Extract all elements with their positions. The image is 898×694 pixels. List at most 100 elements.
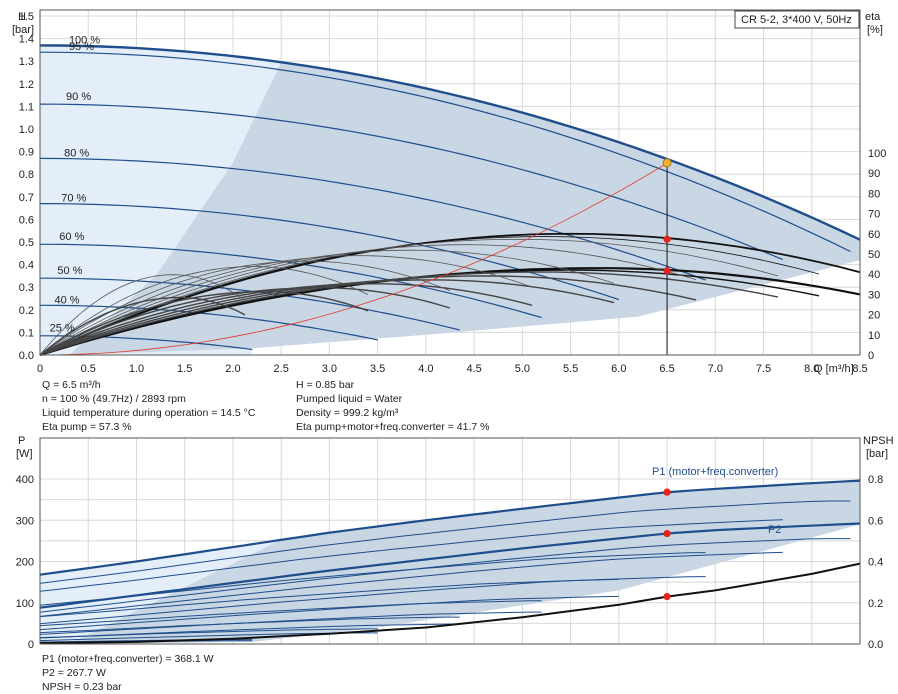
- speed-label: 95 %: [69, 41, 94, 53]
- npsh-readout: NPSH = 0.23 bar: [42, 681, 122, 693]
- top-y-tick-label: 0.1: [19, 327, 34, 339]
- bottom-y2-tick-label: 0.4: [868, 557, 883, 569]
- top-x-tick-label: 5.5: [563, 363, 578, 375]
- bottom-y2-tick-label: 0.8: [868, 474, 883, 486]
- duty-point-head: [662, 158, 672, 168]
- top-y2-tick-label: 0: [868, 350, 874, 362]
- speed-label: 90 %: [66, 91, 91, 103]
- eta-pump-curve: [39, 244, 697, 356]
- top-y2-tick-label: 20: [868, 310, 880, 322]
- top-y2-tick-label: 10: [868, 330, 880, 342]
- top-y-tick-label: 0.5: [19, 237, 34, 249]
- speed-label: 80 %: [64, 147, 89, 159]
- p1-curve: [39, 600, 542, 627]
- duty-point-eta-total: [663, 267, 671, 275]
- pump-title-box: CR 5-2, 3*400 V, 50Hz: [734, 10, 860, 29]
- speed-readout: n = 100 % (49.7Hz) / 2893 rpm: [42, 393, 186, 405]
- top-y2-tick-label: 30: [868, 289, 880, 301]
- top-x-tick-label: 0.5: [81, 363, 96, 375]
- density-readout: Density = 999.2 kg/m³: [296, 407, 399, 419]
- head-curve: [39, 44, 861, 241]
- duty-point-eta-pump: [663, 235, 671, 243]
- eta-pump-curve: [39, 249, 615, 356]
- eta-pump-readout: Eta pump = 57.3 %: [42, 421, 132, 433]
- eta-total-curve: [39, 290, 369, 356]
- speed-label: 50 %: [57, 265, 82, 277]
- duty-point-p2: [663, 529, 671, 538]
- bottom-y-tick-label: 100: [16, 598, 34, 610]
- liquid-readout: Pumped liquid = Water: [296, 393, 403, 405]
- power-info: P1 (motor+freq.converter) = 368.1 W P2 =…: [42, 652, 214, 694]
- top-x-tick-label: 1.0: [129, 363, 144, 375]
- bottom-y-tick-label: 300: [16, 515, 34, 527]
- top-x-tick-label: 7.0: [708, 363, 723, 375]
- head-curve: [40, 304, 378, 341]
- p1-curve: [39, 578, 619, 618]
- bottom-y-unit-line1: P: [18, 435, 25, 447]
- top-x-tick-label: 6.5: [659, 363, 674, 375]
- top-y-tick-label: 0.7: [19, 192, 34, 204]
- bottom-y2-unit-line2: [bar]: [866, 448, 888, 460]
- system-curve: [39, 162, 668, 356]
- top-y2-tick-label: 40: [868, 269, 880, 281]
- head-curve: [40, 243, 542, 319]
- p2-curve: [39, 595, 619, 631]
- top-x-tick-label: 7.5: [756, 363, 771, 375]
- top-y2-unit-line1: eta: [865, 11, 881, 23]
- top-x-tick-label: 3.0: [322, 363, 337, 375]
- eta-pump-curve: [39, 236, 820, 356]
- top-x-tick-label: 2.5: [274, 363, 289, 375]
- bottom-y2-tick-label: 0.2: [868, 598, 883, 610]
- bottom-y2-unit-line1: NPSH: [863, 435, 894, 447]
- top-y-tick-label: 0.4: [19, 260, 34, 272]
- p1-curve: [39, 552, 706, 606]
- top-y2-tick-label: 90: [868, 168, 880, 180]
- p1-curve: [39, 519, 783, 592]
- eta-pump-curve: [39, 274, 246, 356]
- speed-label: 40 %: [54, 294, 79, 306]
- top-y-tick-label: 0.0: [19, 350, 34, 362]
- top-y2-tick-label: 80: [868, 188, 880, 200]
- top-y-tick-label: 1.5: [19, 11, 34, 23]
- top-y-tick-label: 0.8: [19, 169, 34, 181]
- top-y-tick-label: 1.3: [19, 56, 34, 68]
- bottom-y-tick-label: 0: [28, 639, 34, 651]
- p2-curve: [39, 522, 861, 609]
- temperature-readout: Liquid temperature during operation = 14…: [42, 407, 256, 419]
- top-x-axis-label: Q [m³/h]: [814, 363, 854, 375]
- top-plot-frame: [39, 9, 861, 356]
- top-x-tick-label: 2.0: [225, 363, 240, 375]
- top-x-tick-label: 8.5: [852, 363, 867, 375]
- eta-total-curve: [39, 296, 246, 356]
- top-y-unit-line2: [bar]: [12, 24, 34, 36]
- top-y-tick-label: 0.6: [19, 214, 34, 226]
- eta-pump-curve: [39, 266, 369, 356]
- duty-point-npsh: [663, 592, 671, 601]
- top-y-tick-label: 0.3: [19, 282, 34, 294]
- pump-title: CR 5-2, 3*400 V, 50Hz: [741, 14, 852, 26]
- top-y2-tick-label: 60: [868, 229, 880, 241]
- p1-readout: P1 (motor+freq.converter) = 368.1 W: [42, 653, 214, 665]
- top-y2-unit-line2: [%]: [867, 24, 883, 36]
- p1-series-label: P1 (motor+freq.converter): [652, 466, 778, 478]
- top-y-tick-label: 0.2: [19, 305, 34, 317]
- top-y-tick-label: 1.4: [19, 34, 34, 46]
- top-x-tick-label: 3.5: [370, 363, 385, 375]
- duty-info-left: Q = 6.5 m³/h n = 100 % (49.7Hz) / 2893 r…: [42, 378, 255, 434]
- bottom-y-tick-label: 200: [16, 557, 34, 569]
- top-y2-tick-label: 70: [868, 209, 880, 221]
- speed-label: 60 %: [59, 231, 84, 243]
- speed-label: 100 %: [69, 34, 100, 46]
- p1-curve: [39, 479, 861, 576]
- p1-curve: [39, 500, 851, 584]
- top-y-tick-label: 1.1: [19, 101, 34, 113]
- npsh-curve: [39, 562, 861, 644]
- p1-curve: [39, 616, 460, 634]
- duty-point-p1: [663, 488, 671, 496]
- p2-curve: [39, 551, 783, 617]
- head-curve: [40, 277, 460, 331]
- bottom-y2-tick-label: 0.0: [868, 639, 883, 651]
- operating-range: [68, 62, 860, 355]
- head-efficiency-plot: 0 0.5 1.0 1.5 2.0 2.5 3.0 3.5 4.0 4.5 5.0 5.5 6.0 6.5…: [19, 9, 886, 375]
